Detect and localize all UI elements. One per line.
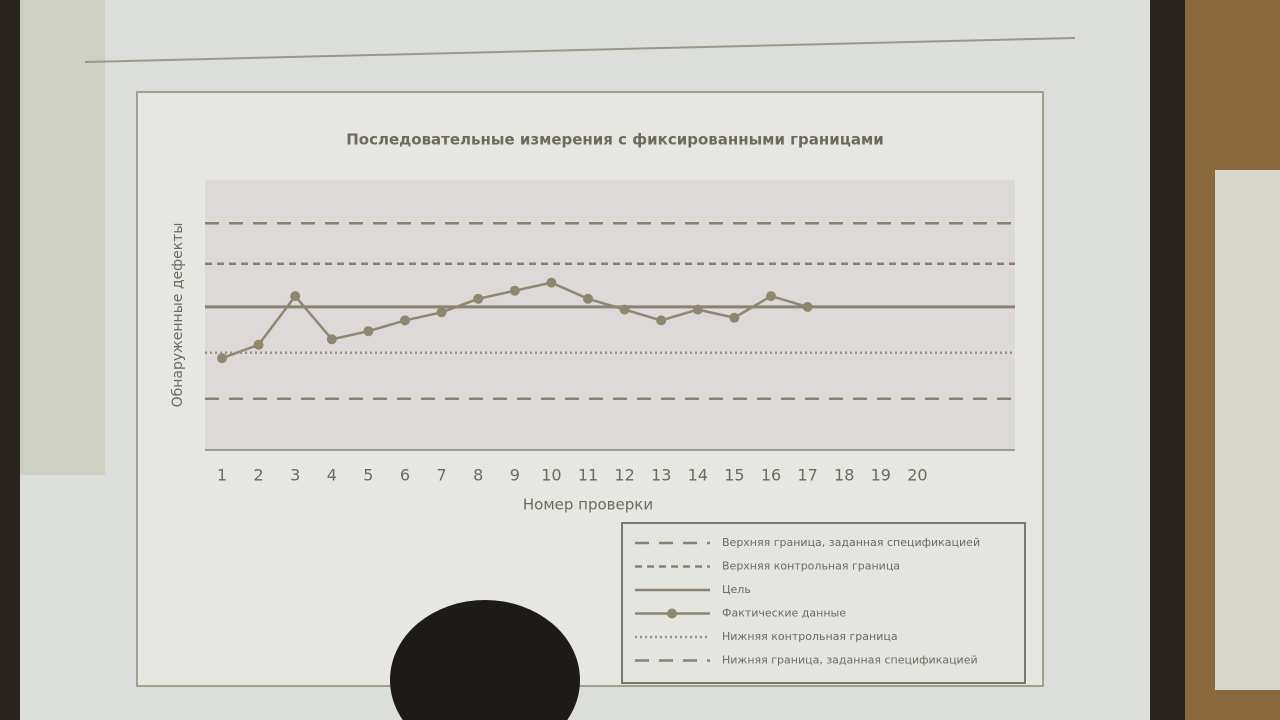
x-tick-label: 18 (834, 466, 854, 485)
data-point (473, 293, 484, 304)
legend (621, 522, 1026, 684)
x-tick-label: 20 (907, 466, 927, 485)
head-silhouette (390, 600, 580, 720)
chart-title: Последовательные измерения с фиксированн… (346, 131, 884, 149)
data-point (546, 277, 557, 288)
x-tick-label: 14 (688, 466, 708, 485)
legend-label: Нижняя граница, заданная спецификацией (722, 654, 978, 667)
legend-label: Цель (722, 583, 751, 596)
data-point (619, 304, 630, 315)
data-point (766, 291, 776, 302)
x-tick-label: 2 (254, 466, 264, 485)
data-point (802, 301, 813, 312)
slide-edge (20, 0, 105, 475)
x-tick-label: 8 (473, 466, 483, 485)
x-tick-label: 10 (541, 466, 561, 485)
legend-marker (667, 608, 677, 619)
x-tick-label: 17 (797, 466, 817, 485)
x-tick-label: 16 (761, 466, 781, 485)
data-point (729, 312, 740, 323)
data-point (656, 315, 667, 326)
legend-label: Верхняя граница, заданная спецификацией (722, 536, 980, 549)
x-tick-label: 6 (400, 466, 410, 485)
x-tick-label: 4 (327, 466, 337, 485)
data-point (217, 353, 227, 364)
data-point (509, 285, 520, 296)
legend-label: Фактические данные (722, 607, 846, 620)
slide-rule (84, 37, 1076, 63)
x-tick-label: 9 (510, 466, 520, 485)
data-point (326, 334, 337, 345)
x-tick-label: 19 (871, 466, 891, 485)
x-tick-label: 7 (437, 466, 447, 485)
plot-area (205, 180, 1015, 450)
paper (1215, 170, 1280, 690)
legend-label: Нижняя контрольная граница (722, 630, 898, 643)
x-tick-label: 12 (614, 466, 634, 485)
data-point (363, 326, 374, 337)
x-tick-label: 11 (578, 466, 598, 485)
legend-label: Верхняя контрольная граница (722, 560, 900, 573)
data-point (436, 307, 447, 318)
y-axis-label: Обнаруженные дефекты (170, 223, 186, 408)
data-point (253, 339, 264, 350)
data-point (400, 315, 410, 326)
x-tick-label: 5 (363, 466, 373, 485)
x-tick-label: 1 (217, 466, 227, 485)
data-point (290, 291, 301, 302)
data-point (583, 293, 593, 304)
x-tick-label: 3 (290, 466, 300, 485)
data-point (692, 304, 703, 315)
x-tick-label: 13 (651, 466, 671, 485)
x-axis-label: Номер проверки (523, 496, 653, 514)
x-tick-label: 15 (724, 466, 744, 485)
